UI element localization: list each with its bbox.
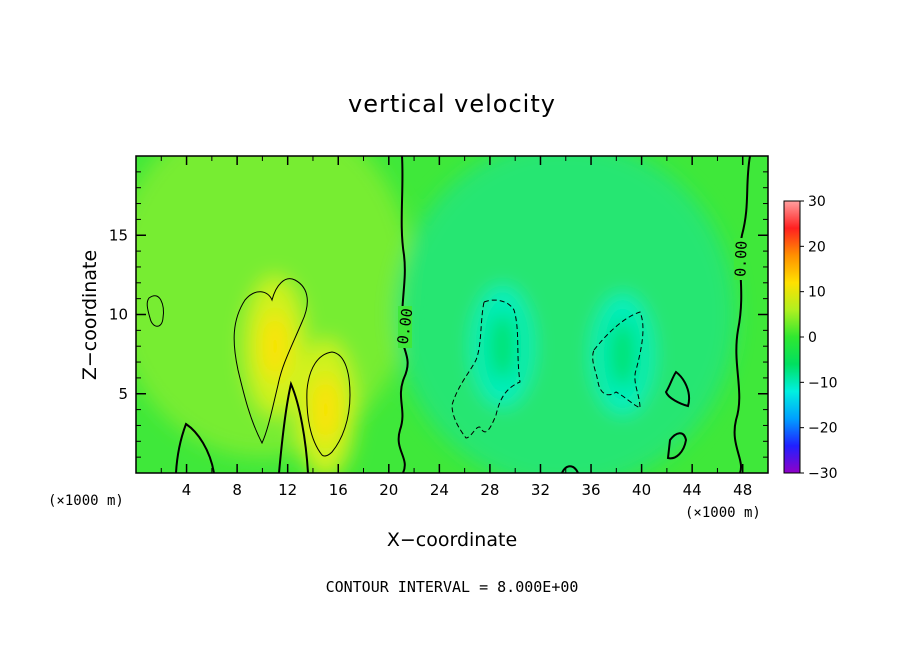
y-axis-ticks: 5 10 15 (109, 171, 768, 458)
zero-contour-bottom-left (175, 422, 215, 473)
contour-label-left: 0.00 (394, 307, 417, 345)
zero-contour-right (733, 156, 751, 473)
x-tick-label: 24 (430, 481, 449, 499)
colorbar-tick-label: −20 (808, 421, 838, 437)
x-tick-label: 44 (683, 481, 702, 499)
downdraft-1 (488, 310, 517, 383)
zero-contour-bottom-mid (278, 380, 309, 473)
y-tick-label: 10 (109, 306, 128, 324)
colorbar-tick-label: 10 (808, 285, 826, 301)
x-tick-label: 48 (733, 481, 752, 499)
contour-label-group: 0.00 0.00 (394, 238, 751, 348)
x-tick-label: 28 (480, 481, 499, 499)
x-tick-label: 32 (531, 481, 550, 499)
zero-contour-small-2 (666, 432, 688, 460)
colorbar-ticks: 30 20 10 0 −10 −20 −30 (800, 194, 838, 482)
x-tick-label: 12 (278, 481, 297, 499)
contour-neg-8-downdraft-1 (451, 299, 521, 439)
contour-label-right: 0.00 (731, 240, 750, 277)
x-axis-ticks: 4 8 12 16 20 24 28 32 36 40 44 48 (160, 156, 752, 499)
colorbar-tick-label: 20 (808, 239, 826, 255)
zero-contour-small-3 (561, 465, 579, 473)
x-tick-label: 8 (232, 481, 242, 499)
contour-neg-8-downdraft-2 (592, 311, 644, 409)
colorbar (783, 200, 801, 474)
x-tick-label: 16 (329, 481, 348, 499)
x-tick-label: 40 (632, 481, 651, 499)
updraft-1 (261, 312, 290, 381)
contour-8-updraft-1 (233, 278, 308, 445)
x-tick-label: 36 (581, 481, 600, 499)
downdraft-2 (608, 318, 637, 391)
contour-8-updraft-2 (306, 351, 351, 457)
chart-title: vertical velocity (348, 90, 556, 118)
y-tick-label: 5 (118, 385, 128, 403)
x-tick-label: 4 (182, 481, 192, 499)
colorbar-tick-label: −30 (808, 466, 838, 482)
zero-contour-small-1 (664, 370, 690, 408)
updraft-2 (311, 375, 340, 444)
y-axis-label: Z−coordinate (79, 250, 101, 380)
x-tick-label: 20 (379, 481, 398, 499)
x-axis-label: X−coordinate (387, 529, 517, 551)
x-unit-right: (×1000 m) (685, 505, 761, 521)
x-unit-left: (×1000 m) (48, 493, 124, 509)
contour-interval-text: CONTOUR INTERVAL = 8.000E+00 (326, 578, 579, 596)
plot-area: 0.00 0.00 (136, 156, 768, 473)
colorbar-tick-label: 30 (808, 194, 826, 210)
cool-region (395, 156, 737, 473)
y-tick-label: 15 (109, 226, 128, 244)
colorbar-tick-label: −10 (808, 375, 838, 391)
colorbar-tick-label: 0 (808, 330, 817, 346)
contour-8-left-edge (146, 295, 164, 327)
